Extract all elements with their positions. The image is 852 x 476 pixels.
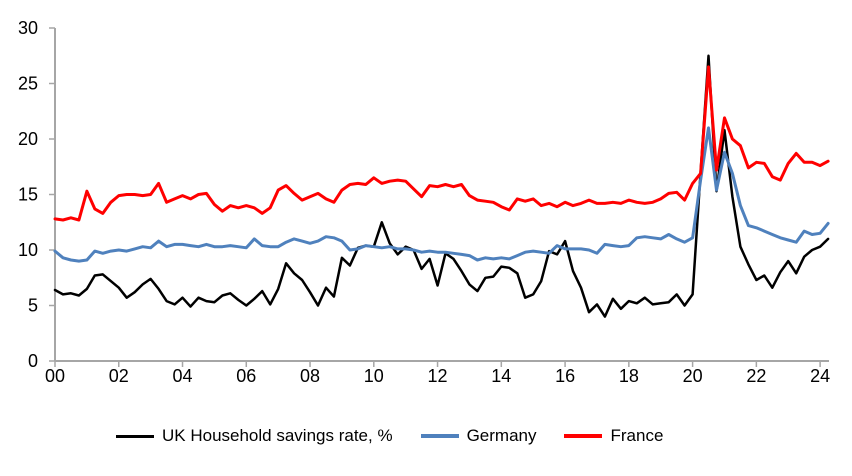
legend-swatch-france [564, 434, 603, 438]
y-axis-tick-label: 15 [18, 185, 38, 205]
x-axis-tick-label: 12 [428, 366, 448, 386]
legend-label-france: France [610, 426, 664, 445]
y-axis-tick-label: 30 [18, 18, 38, 38]
x-axis-tick-label: 14 [491, 366, 511, 386]
legend-swatch-uk [116, 434, 154, 438]
legend-item-uk: UK Household savings rate, % [116, 426, 393, 446]
x-axis-tick-label: 20 [683, 366, 703, 386]
series-line-2 [53, 65, 830, 222]
y-axis-tick-label: 10 [18, 240, 38, 260]
x-axis-tick-label: 22 [746, 366, 766, 386]
x-axis-tick-label: 16 [555, 366, 575, 386]
x-axis-tick-label: 02 [109, 366, 129, 386]
y-axis-tick-label: 0 [28, 351, 38, 371]
legend-label-uk: UK Household savings rate, % [162, 426, 393, 445]
axes-layer: 0 5 10 15 20 25 30 00 02 04 06 08 10 12 14 16 18 20 22 24 [18, 18, 830, 386]
legend-item-france: France [564, 426, 663, 446]
x-axis-tick-label: 08 [300, 366, 320, 386]
x-axis-tick-label: 04 [173, 366, 193, 386]
y-axis-tick-label: 20 [18, 129, 38, 149]
y-axis-tick-label: 25 [18, 74, 38, 94]
legend-swatch-germany [420, 434, 459, 438]
y-axis-tick-label: 5 [28, 296, 38, 316]
series-line-1 [53, 126, 830, 263]
x-axis-tick-label: 24 [810, 366, 830, 386]
x-axis-tick-label: 06 [236, 366, 256, 386]
x-axis-tick-label: 00 [45, 366, 65, 386]
x-axis-tick-label: 10 [364, 366, 384, 386]
x-axis-tick-label: 18 [619, 366, 639, 386]
legend-label-germany: Germany [466, 426, 537, 445]
chart-canvas: 0 5 10 15 20 25 30 00 02 04 06 08 10 12 14 16 18 20 22 24 [18, 18, 830, 386]
legend: UK Household savings rate, % Germany Fra… [116, 426, 663, 446]
legend-item-germany: Germany [420, 426, 537, 446]
series-layer [53, 54, 830, 318]
